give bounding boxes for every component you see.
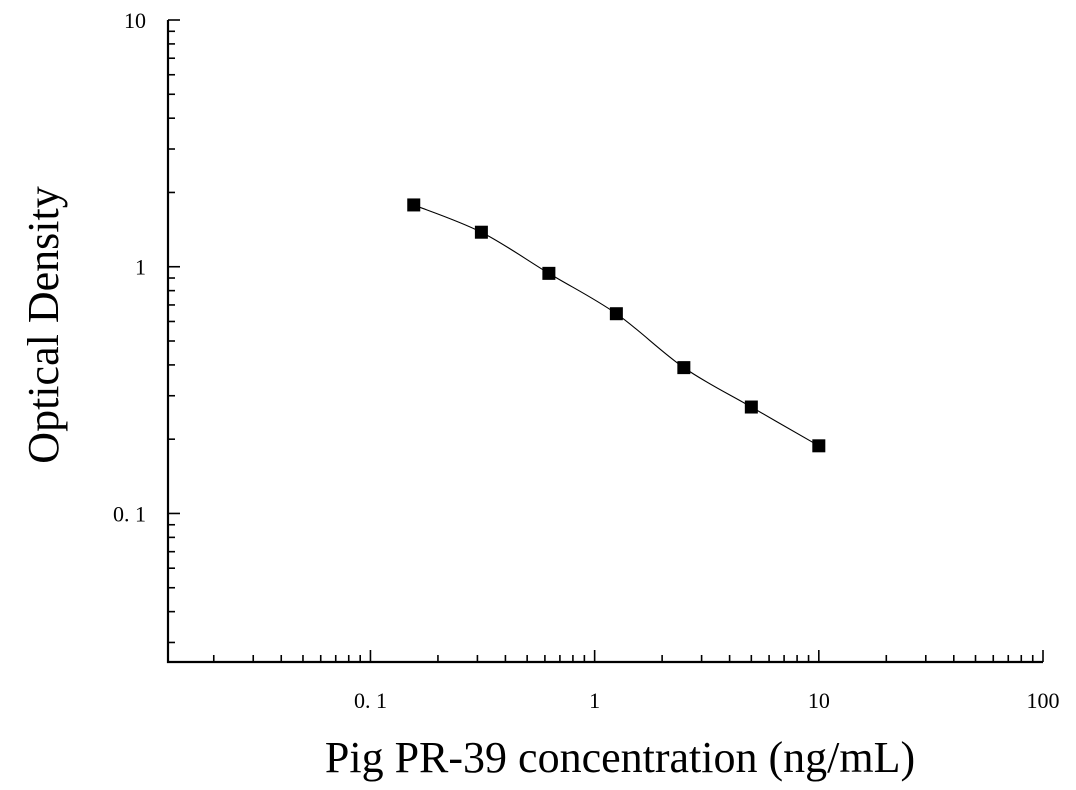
y-tick-label: 1 [135, 255, 146, 280]
data-point [677, 361, 691, 375]
y-axis-tick-labels: 0. 1 1 10 [113, 8, 146, 526]
x-tick-label: 1 [589, 688, 600, 713]
axis-frame [166, 20, 1043, 664]
data-markers [407, 198, 826, 453]
x-tick-label: 0. 1 [354, 688, 387, 713]
x-axis-title: Pig PR-39 concentration (ng/mL) [325, 733, 915, 782]
data-point [542, 266, 556, 280]
y-tick-label: 0. 1 [113, 501, 146, 526]
y-axis-title: Optical Density [19, 186, 68, 463]
x-tick-label: 100 [1027, 688, 1060, 713]
data-point [407, 198, 421, 212]
fit-curve [413, 204, 820, 447]
data-point [474, 225, 488, 239]
data-point [744, 400, 758, 414]
x-axis-tick-labels: 0. 1 1 10 100 [354, 688, 1060, 713]
data-point [812, 439, 826, 453]
x-axis-ticks [212, 650, 1044, 662]
data-point [609, 307, 623, 321]
axes: 0. 1 1 10 100 0. 1 1 10 [113, 8, 1060, 713]
y-tick-label: 10 [124, 8, 146, 33]
x-tick-label: 10 [808, 688, 830, 713]
y-axis-ticks [168, 19, 180, 644]
